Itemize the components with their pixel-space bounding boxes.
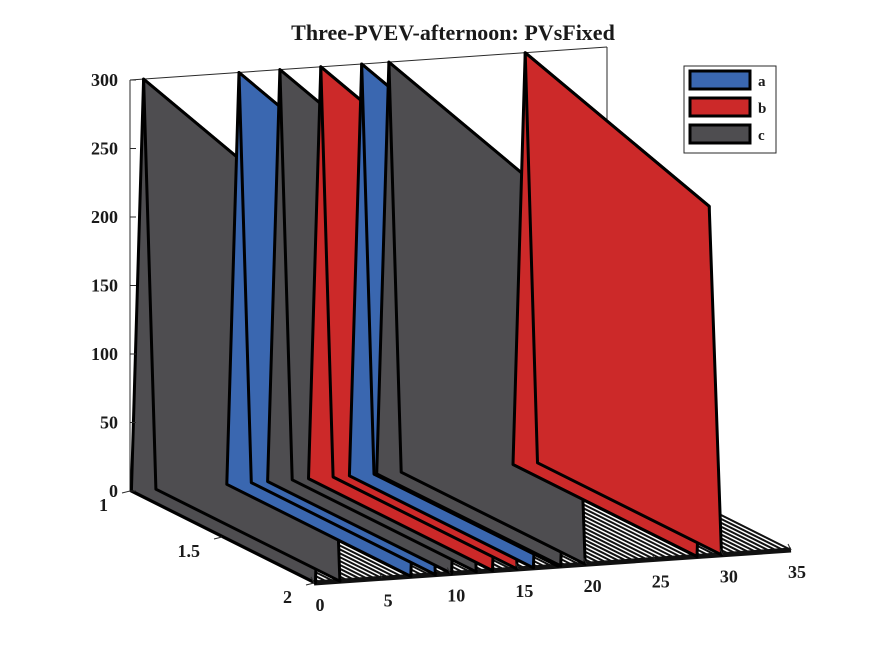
- y-tick-label: 2: [283, 587, 292, 607]
- y-tick-mark: [305, 582, 315, 586]
- z-tick-label: 150: [91, 276, 118, 296]
- legend-swatch-b: [688, 96, 752, 118]
- z-tick-label: 100: [91, 344, 118, 364]
- chart-title: Three-PVEV-afternoon: PVsFixed: [291, 20, 615, 45]
- axis-ticks: 0 50 100 150 200 250 300 0 5 10 15 20 25 30 35 1 1.5 2: [91, 70, 806, 615]
- x-tick-label: 0: [316, 595, 325, 615]
- x-tick-mark: [787, 543, 792, 551]
- z-tick-label: 50: [100, 413, 118, 433]
- legend-swatch-a: [688, 69, 752, 91]
- x-tick-mark: [378, 572, 383, 579]
- x-tick-label: 25: [652, 571, 670, 591]
- z-tick-label: 200: [91, 207, 118, 227]
- x-tick-mark: [651, 553, 656, 560]
- x-tick-label: 35: [788, 562, 806, 582]
- z-tick-label: 300: [91, 70, 118, 90]
- y-tick-mark: [213, 536, 223, 540]
- y-tick-label: 1: [99, 495, 108, 515]
- y-tick-mark: [121, 490, 131, 494]
- legend-label-b: b: [758, 101, 766, 117]
- x-tick-label: 5: [384, 590, 393, 610]
- x-tick-label: 30: [720, 567, 738, 587]
- peak-series: [129, 51, 723, 585]
- legend-label-a: a: [758, 74, 766, 90]
- axis-line: [129, 46, 608, 81]
- x-tick-mark: [446, 567, 451, 574]
- peak-b-side: [523, 51, 723, 557]
- x-tick-mark: [310, 576, 315, 584]
- legend: abc: [683, 65, 777, 154]
- y-tick-label: 1.5: [178, 541, 201, 561]
- legend-label-c: c: [758, 128, 765, 144]
- x-tick-mark: [719, 548, 724, 555]
- legend-swatch-c: [688, 123, 752, 145]
- x-tick-label: 15: [515, 581, 533, 601]
- z-tick-label: 250: [91, 139, 118, 159]
- x-tick-mark: [583, 557, 588, 565]
- front-edge: [313, 547, 792, 586]
- x-tick-label: 10: [447, 586, 465, 606]
- x-tick-label: 20: [584, 576, 602, 596]
- x-tick-mark: [514, 562, 519, 570]
- z-tick-label: 0: [109, 481, 118, 501]
